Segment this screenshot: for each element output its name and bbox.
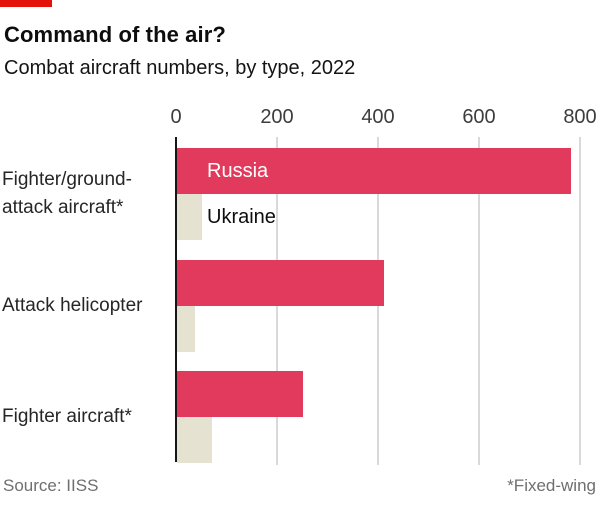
bar-russia-1	[177, 148, 571, 194]
legend-label-russia: Russia	[207, 160, 269, 182]
gridline-x800	[579, 137, 581, 465]
x-tick-label-0: 0	[170, 106, 182, 128]
bar-russia-2	[177, 260, 384, 306]
x-tick-label-600: 600	[462, 106, 496, 128]
gridline-x600	[478, 137, 480, 465]
x-tick-label-800: 800	[563, 106, 597, 128]
bar-ukraine-3	[177, 417, 212, 463]
category-label: Fighter/ground-attack aircraft*	[2, 169, 132, 218]
chart-subtitle: Combat aircraft numbers, by type, 2022	[4, 57, 356, 79]
x-tick-label-400: 400	[361, 106, 395, 128]
y-axis-line	[175, 137, 177, 462]
x-tick-label-200: 200	[260, 106, 294, 128]
category-label: Attack helicopter	[2, 295, 143, 316]
legend-label-ukraine: Ukraine	[207, 206, 276, 228]
fixed-wing-footnote: *Fixed-wing	[507, 476, 596, 495]
category-label: Fighter aircraft*	[2, 406, 132, 427]
bar-ukraine-1	[177, 194, 202, 240]
bar-ukraine-2	[177, 306, 195, 352]
chart-title: Command of the air?	[4, 22, 226, 47]
brand-red-bar	[0, 0, 52, 7]
source-note: Source: IISS	[3, 476, 99, 495]
bar-russia-3	[177, 371, 303, 417]
